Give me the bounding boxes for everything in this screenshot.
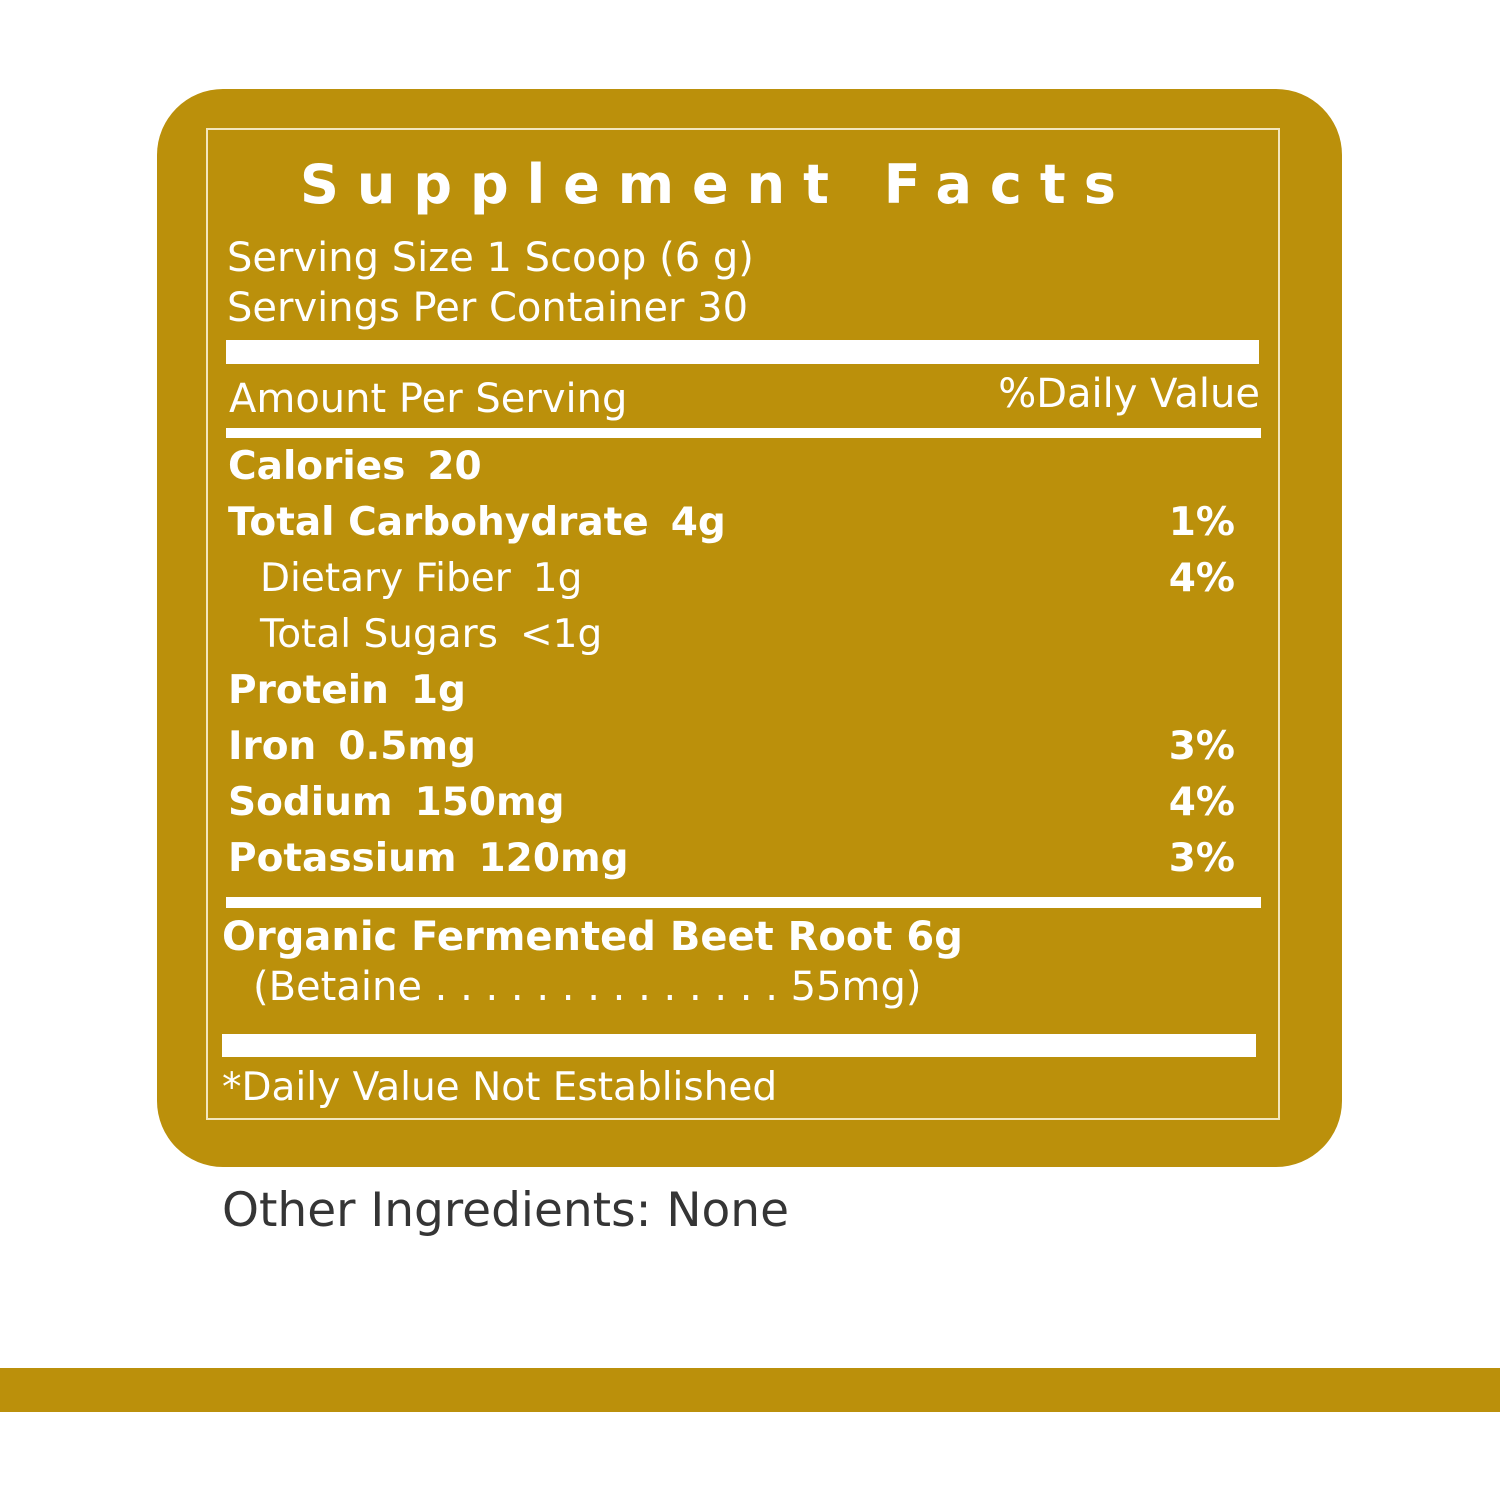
divider-nutrients: [226, 897, 1261, 908]
nutrient-amount: 4g: [670, 500, 726, 545]
nutrient-amount: 1g: [410, 668, 466, 713]
nutrient-dv: 4%: [1168, 780, 1235, 825]
nutrient-name: Total Carbohydrate: [228, 500, 649, 545]
nutrient-amount: 1g: [532, 556, 583, 601]
nutrient-dv: 3%: [1168, 836, 1235, 881]
nutrient-name: Calories: [228, 444, 406, 489]
nutrient-amount: 120mg: [478, 836, 629, 881]
label-title: Supplement Facts: [300, 153, 1134, 216]
nutrient-name: Potassium: [228, 836, 457, 881]
nutrient-name: Sodium: [228, 780, 393, 825]
nutrient-row: Total Carbohydrate 4g: [228, 503, 726, 542]
inner-border: [206, 128, 1280, 1120]
thick-divider-bottom: [222, 1034, 1256, 1057]
amount-per-serving-header: Amount Per Serving: [229, 376, 628, 422]
nutrient-row: Iron 0.5mg: [228, 727, 476, 766]
other-ingredients: Other Ingredients: None: [222, 1183, 789, 1238]
footnote: *Daily Value Not Established: [222, 1065, 778, 1110]
nutrient-dv: 1%: [1168, 500, 1235, 545]
nutrient-amount: 0.5mg: [338, 724, 476, 769]
servings-per-container: Servings Per Container 30: [227, 285, 749, 331]
nutrient-amount: 150mg: [414, 780, 565, 825]
ingredient-sub: (Betaine . . . . . . . . . . . . . . 55m…: [253, 964, 922, 1010]
divider-header: [226, 428, 1261, 438]
daily-value-header: %Daily Value: [998, 371, 1260, 417]
nutrient-amount: 20: [427, 444, 482, 489]
nutrient-row: Dietary Fiber 1g: [260, 559, 582, 598]
thick-divider-top: [226, 340, 1259, 364]
nutrient-row: Protein 1g: [228, 671, 466, 710]
nutrient-row: Sodium 150mg: [228, 783, 565, 822]
nutrient-name: Total Sugars: [260, 612, 498, 657]
nutrient-amount: <1g: [519, 612, 603, 657]
serving-size: Serving Size 1 Scoop (6 g): [227, 235, 754, 281]
supplement-facts-panel: [157, 89, 1342, 1167]
nutrient-name: Dietary Fiber: [260, 556, 511, 601]
nutrient-dv: 4%: [1168, 556, 1235, 601]
nutrient-row: Total Sugars <1g: [260, 615, 602, 654]
ingredient-name: Organic Fermented Beet Root 6g: [222, 914, 963, 960]
bottom-stripe: [0, 1368, 1500, 1412]
nutrient-row: Calories 20: [228, 447, 482, 486]
nutrient-dv: 3%: [1168, 724, 1235, 769]
nutrient-name: Protein: [228, 668, 389, 713]
nutrient-name: Iron: [228, 724, 317, 769]
nutrient-row: Potassium 120mg: [228, 839, 629, 878]
